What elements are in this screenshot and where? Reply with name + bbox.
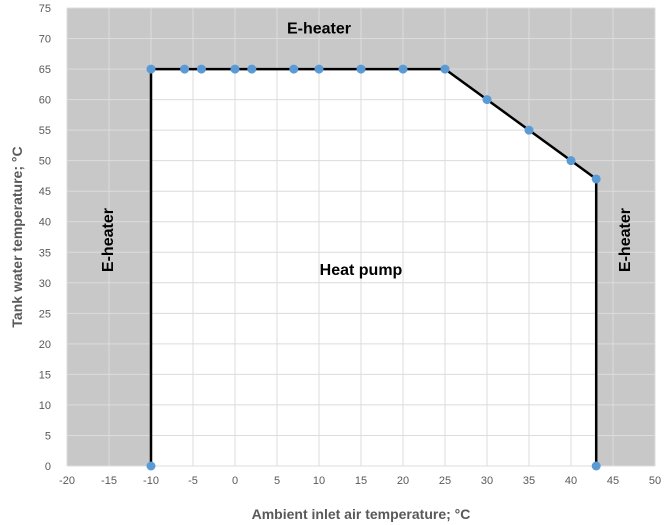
data-point [524,125,534,135]
data-points [146,64,601,471]
y-tick-label: 30 [39,278,51,290]
region-labels: E-heater E-heater E-heater Heat pump [100,21,634,279]
x-tick-label: 45 [607,475,619,487]
y-tick-label: 65 [39,64,51,76]
y-tick-label: 50 [39,156,51,168]
x-tick-label: 35 [523,475,535,487]
y-tick-label: 55 [39,125,51,137]
y-tick-label: 35 [39,247,51,259]
data-point [180,64,190,74]
x-tick-label: 30 [481,475,493,487]
data-point [398,64,408,74]
data-point [356,64,366,74]
data-point [440,64,450,74]
y-tick-label: 45 [39,186,51,198]
data-point [146,461,156,471]
y-tick-label: 15 [39,369,51,381]
region-label: E-heater [617,208,634,272]
data-point [247,64,257,74]
x-tick-label: 0 [232,475,238,487]
envelope-line [149,67,598,466]
y-tick-label: 5 [45,430,51,442]
y-tick-label: 40 [39,217,51,229]
data-point [314,64,324,74]
region-label: E-heater [100,208,117,272]
data-point [591,461,601,471]
x-tick-label: 5 [274,475,280,487]
y-tick-label: 70 [39,34,51,46]
y-axis-title: Tank water temperature; °C [9,146,25,327]
data-point [230,64,240,74]
data-point [289,64,299,74]
y-tick-label: 60 [39,95,51,107]
x-tick-label: -15 [101,475,117,487]
x-axis-title: Ambient inlet air temperature; °C [252,506,471,522]
x-tick-label: 50 [649,475,661,487]
y-tick-label: 75 [39,3,51,15]
x-tick-label: 15 [355,475,367,487]
grid-lines [66,7,656,467]
region-label: Heat pump [320,262,403,279]
y-tick-label: 10 [39,400,51,412]
data-point [196,64,206,74]
y-tick-label: 20 [39,339,51,351]
data-point [482,95,492,105]
x-tick-label: -10 [143,475,159,487]
data-point [146,64,156,74]
region-label: E-heater [287,21,351,38]
x-tick-label: 20 [397,475,409,487]
y-tick-label: 25 [39,308,51,320]
x-tick-label: -5 [188,475,198,487]
data-point [566,156,576,166]
x-tick-label: 10 [313,475,325,487]
data-point [591,174,601,184]
x-tick-label: 40 [565,475,577,487]
heat-pump-region [151,69,597,467]
x-tick-labels: -20 -15 -10 -5 0 5 10 15 20 25 30 35 40 45 50 [59,475,661,487]
x-tick-label: -20 [59,475,75,487]
y-tick-label: 0 [45,461,51,473]
y-tick-labels: 0 5 10 15 20 25 30 35 40 45 50 55 60 65 70 75 [39,3,51,473]
x-tick-label: 25 [439,475,451,487]
